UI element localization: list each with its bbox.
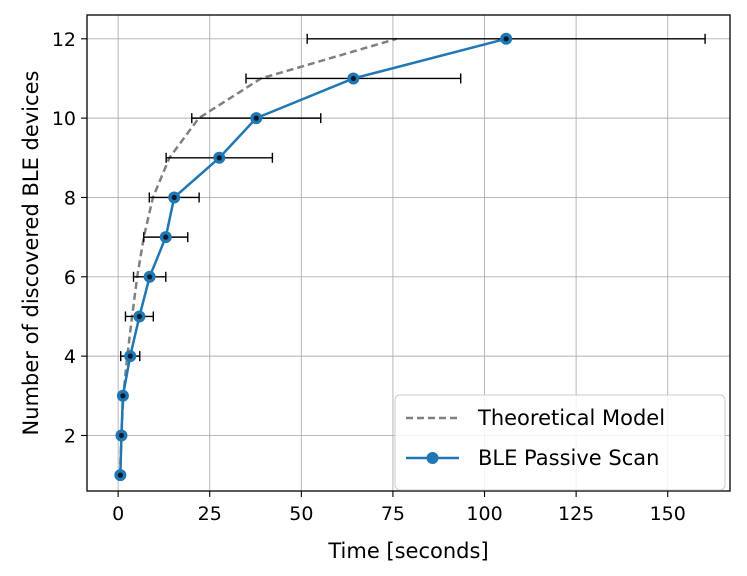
y-tick-label: 2 bbox=[64, 425, 76, 447]
theoretical-model-line bbox=[118, 37, 397, 476]
data-point-center bbox=[216, 155, 222, 161]
y-tick-label: 6 bbox=[64, 267, 76, 289]
data-point-center bbox=[117, 472, 123, 478]
axis-ticks: 0 25 50 75 100 125 150 2 4 6 8 10 12 bbox=[52, 29, 686, 525]
x-tick-label: 25 bbox=[198, 503, 222, 525]
data-point-center bbox=[127, 353, 133, 359]
x-axis-label: Time [seconds] bbox=[327, 539, 488, 563]
data-point-center bbox=[503, 36, 509, 42]
legend-theoretical-label: Theoretical Model bbox=[477, 406, 665, 430]
y-tick-label: 12 bbox=[52, 29, 76, 51]
data-point-center bbox=[136, 313, 142, 320]
data-point-center bbox=[350, 75, 356, 82]
legend-box bbox=[394, 394, 726, 491]
data-point-center bbox=[120, 393, 126, 399]
passive-scan-series bbox=[114, 32, 513, 482]
passive-scan-line bbox=[119, 37, 507, 476]
y-tick-label: 10 bbox=[52, 108, 76, 130]
data-point-center bbox=[163, 234, 169, 240]
legend-passive-marker bbox=[426, 452, 439, 464]
data-point-center bbox=[147, 274, 153, 280]
legend-passive-label: BLE Passive Scan bbox=[478, 446, 659, 470]
x-tick-label: 0 bbox=[112, 503, 124, 525]
y-tick-label: 8 bbox=[64, 187, 76, 209]
x-tick-label: 125 bbox=[558, 503, 594, 525]
x-tick-label: 100 bbox=[466, 503, 502, 525]
data-point-center bbox=[171, 194, 177, 201]
y-axis-label: Number of discovered BLE devices bbox=[19, 71, 43, 436]
x-tick-label: 50 bbox=[289, 503, 313, 525]
x-tick-label: 75 bbox=[381, 503, 405, 525]
x-tick-label: 150 bbox=[650, 503, 686, 525]
plot-area-frame bbox=[86, 14, 731, 492]
data-point-center bbox=[253, 115, 259, 121]
data-point-center bbox=[118, 432, 125, 439]
legend: Theoretical Model BLE Passive Scan bbox=[394, 394, 726, 491]
theoretical-series bbox=[118, 37, 397, 476]
y-tick-label: 4 bbox=[64, 346, 76, 368]
